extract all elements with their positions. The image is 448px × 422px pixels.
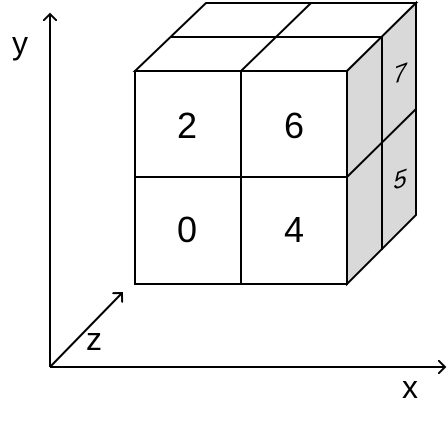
cell-label-top-left: 2 — [177, 105, 197, 146]
top-divider-width — [240, 2, 312, 72]
z-axis-label: z — [86, 321, 102, 357]
side-label-top: 7 — [393, 58, 408, 89]
side-divider-height — [346, 108, 417, 178]
cell-label-top-right: 6 — [284, 105, 304, 146]
x-axis-label: x — [402, 369, 418, 405]
z-axis — [49, 293, 122, 368]
side-label-bottom: 5 — [393, 165, 407, 196]
cell-label-bottom-right: 4 — [284, 209, 304, 250]
cell-label-bottom-left: 0 — [177, 209, 197, 250]
y-axis-label: y — [12, 25, 28, 61]
